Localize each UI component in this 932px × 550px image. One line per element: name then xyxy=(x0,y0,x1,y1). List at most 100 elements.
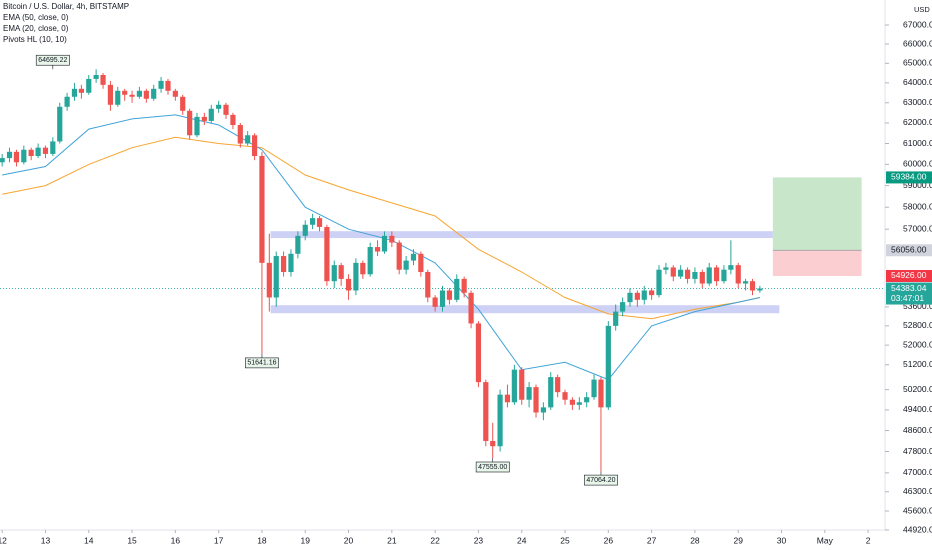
candle-body xyxy=(266,262,272,298)
candle-body xyxy=(403,260,409,270)
candle-body xyxy=(410,253,417,261)
candle-body xyxy=(273,256,279,298)
price-label: 54926.00 xyxy=(891,270,927,280)
candle-body xyxy=(302,224,308,236)
support-resistance-zone xyxy=(270,305,780,314)
x-tick-label: 27 xyxy=(647,535,657,545)
candle-body xyxy=(187,110,193,136)
candle-body xyxy=(504,394,511,403)
candle-body xyxy=(6,151,13,159)
y-tick-label: 63000.00 xyxy=(903,97,932,107)
x-tick-label: 25 xyxy=(560,535,570,545)
candle-body xyxy=(432,297,438,307)
y-tick-label: 57000.00 xyxy=(903,223,932,233)
y-tick-label: 47800.00 xyxy=(903,446,932,456)
candle-body xyxy=(100,75,106,85)
y-tick-label: 66000.00 xyxy=(903,38,932,48)
last-price-label: 54383.04 xyxy=(891,283,927,293)
candle-body xyxy=(158,80,164,89)
legend-entry: EMA (50, close, 0) xyxy=(3,13,69,22)
y-tick-label: 48600.00 xyxy=(903,425,932,435)
y-tick-label: 51200.00 xyxy=(903,359,932,369)
candle-body xyxy=(598,379,604,408)
pivot-label: 64695.22 xyxy=(38,57,67,64)
y-tick-label: 62000.00 xyxy=(903,117,932,127)
candle-body xyxy=(548,377,554,408)
candle-body xyxy=(439,290,446,307)
chart-title: Bitcoin / U.S. Dollar, 4h, BITSTAMP xyxy=(3,2,129,11)
candle-body xyxy=(64,96,70,107)
candle-body xyxy=(50,141,56,154)
candle-body xyxy=(684,269,691,279)
x-tick-label: 20 xyxy=(344,535,354,545)
candle-body xyxy=(13,151,20,163)
candle-body xyxy=(533,387,539,413)
y-tick-label: 65000.00 xyxy=(903,58,932,68)
candle-body xyxy=(251,135,258,156)
x-tick-label: 22 xyxy=(430,535,440,545)
y-tick-label: 58000.00 xyxy=(903,201,932,211)
x-tick-label: 21 xyxy=(387,535,397,545)
y-tick-label: 52800.00 xyxy=(903,320,932,330)
candle-body xyxy=(208,108,214,121)
y-tick-label: 64000.00 xyxy=(903,77,932,87)
candle-body xyxy=(331,265,337,282)
loss-zone xyxy=(772,250,862,276)
y-tick-label: 50200.00 xyxy=(903,384,932,394)
legend-entry: EMA (20, close, 0) xyxy=(3,24,69,33)
x-tick-label: 29 xyxy=(733,535,743,545)
candle-body xyxy=(641,290,647,300)
candle-body xyxy=(216,104,222,109)
y-tick-label: 67000.00 xyxy=(903,19,932,29)
axes: 67000.00 66000.00 65000.00 64000.00 63000.00… xyxy=(0,19,932,545)
pivot-label-box xyxy=(245,357,279,369)
candle-body xyxy=(42,147,49,154)
candle-body xyxy=(713,267,720,282)
x-tick-label: 15 xyxy=(127,535,137,545)
y-tick-label: 46300.00 xyxy=(903,486,932,496)
candle-body xyxy=(78,88,84,93)
pivot-label-box xyxy=(35,54,70,66)
candle-body xyxy=(699,271,705,284)
candle-body xyxy=(663,267,669,270)
candle-body xyxy=(562,392,568,400)
ema-line xyxy=(2,136,761,320)
support-resistance-zone xyxy=(270,231,773,239)
candle-body xyxy=(129,94,135,97)
candle-body xyxy=(627,292,633,303)
candle-body xyxy=(656,269,662,296)
candle-body xyxy=(180,96,186,111)
candle-body xyxy=(345,278,352,291)
y-tick-label: 45600.00 xyxy=(903,505,932,515)
price-label-box xyxy=(886,244,932,257)
candle-body xyxy=(634,292,640,300)
candle-body xyxy=(461,278,467,293)
candle-body xyxy=(483,382,489,441)
candle-body xyxy=(21,149,27,163)
candle-body xyxy=(497,394,503,447)
candle-body xyxy=(670,267,676,277)
candle-body xyxy=(381,235,388,252)
candle-body xyxy=(93,75,99,79)
price-label-box xyxy=(886,269,932,282)
candle-body xyxy=(310,218,316,225)
candle-body xyxy=(122,90,128,95)
candle-body xyxy=(115,90,121,105)
y-tick-label: 49400.00 xyxy=(903,404,932,414)
x-tick-label: 28 xyxy=(690,535,700,545)
x-tick-label: 13 xyxy=(41,535,51,545)
candle-body xyxy=(245,135,251,144)
x-tick-label: May xyxy=(817,535,834,545)
candle-body xyxy=(57,106,63,142)
x-tick-label: 23 xyxy=(474,535,484,545)
candle-body xyxy=(728,265,734,270)
candle-body xyxy=(201,116,207,121)
candle-body xyxy=(613,311,619,326)
candle-body xyxy=(165,80,171,91)
price-label: 56056.00 xyxy=(891,245,927,255)
x-tick-label: 16 xyxy=(171,535,181,545)
profit-zone xyxy=(772,177,862,251)
candle-body xyxy=(511,369,517,403)
candle-body xyxy=(172,90,178,97)
y-tick-label: 61000.00 xyxy=(903,138,932,148)
